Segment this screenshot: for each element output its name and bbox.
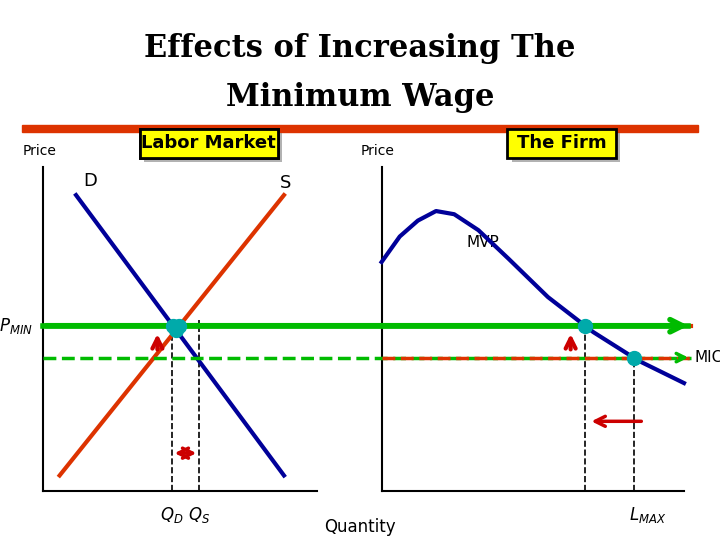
FancyBboxPatch shape bbox=[140, 129, 277, 158]
Bar bbox=[22, 125, 698, 132]
FancyBboxPatch shape bbox=[507, 129, 616, 158]
Text: Quantity: Quantity bbox=[324, 517, 396, 536]
Text: S: S bbox=[280, 174, 292, 192]
FancyBboxPatch shape bbox=[140, 129, 277, 158]
Text: MIC: MIC bbox=[695, 350, 720, 365]
FancyBboxPatch shape bbox=[511, 133, 621, 162]
Text: Effects of Increasing The: Effects of Increasing The bbox=[144, 33, 576, 64]
Text: Price: Price bbox=[22, 144, 57, 158]
Text: D: D bbox=[84, 172, 97, 190]
Text: The Firm: The Firm bbox=[517, 134, 606, 152]
Text: MVP: MVP bbox=[467, 235, 499, 251]
Text: $L_{MAX}$: $L_{MAX}$ bbox=[629, 505, 667, 525]
Text: Price: Price bbox=[361, 144, 395, 158]
Text: Labor Market: Labor Market bbox=[141, 134, 276, 152]
Text: $Q_S$: $Q_S$ bbox=[188, 505, 210, 525]
Text: $P_{MIN}$: $P_{MIN}$ bbox=[0, 316, 32, 336]
Text: Minimum Wage: Minimum Wage bbox=[226, 82, 494, 113]
Text: $Q_D$: $Q_D$ bbox=[160, 505, 184, 525]
FancyBboxPatch shape bbox=[144, 133, 282, 162]
